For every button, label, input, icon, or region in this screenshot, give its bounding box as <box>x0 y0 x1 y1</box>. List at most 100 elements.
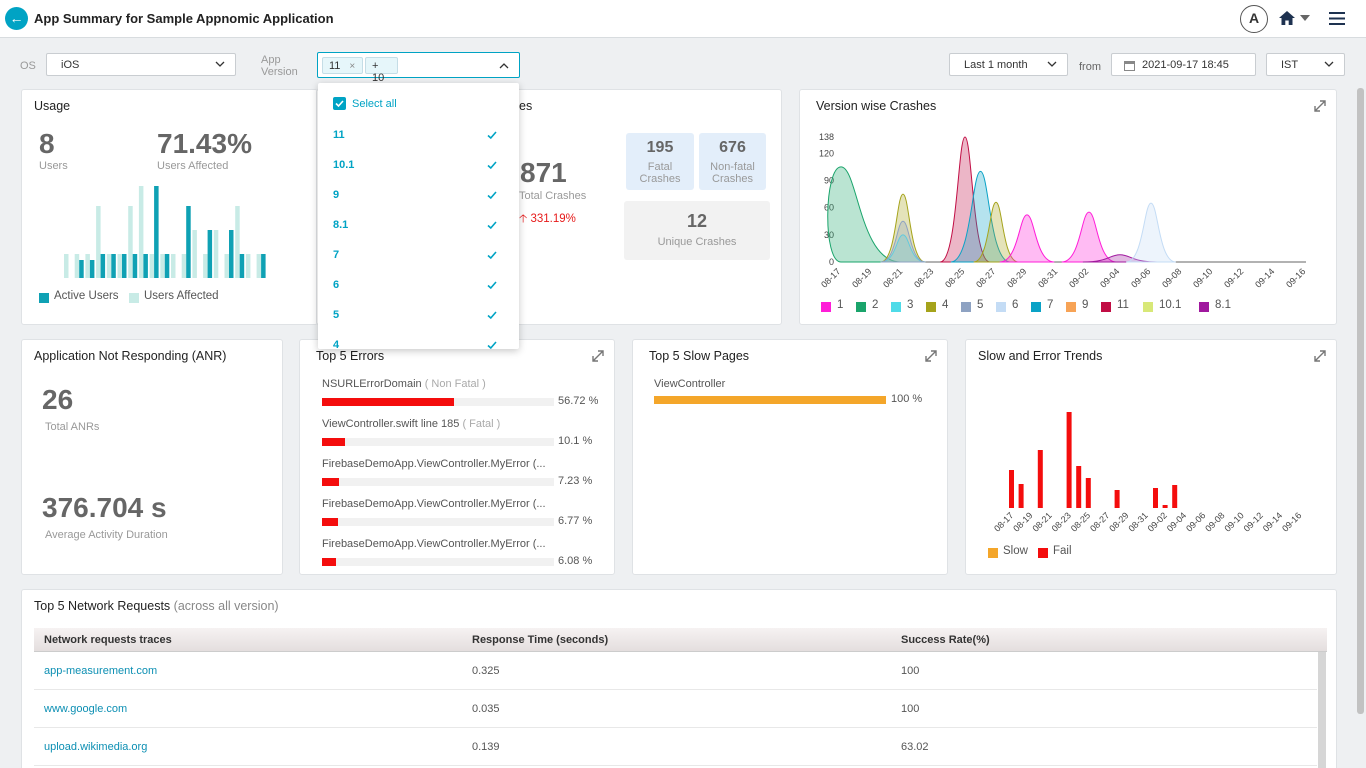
chevron-down-icon[interactable] <box>1300 15 1310 21</box>
version-crashes-title: Version wise Crashes <box>816 99 937 113</box>
legend-swatch[interactable] <box>1199 302 1209 312</box>
version-option[interactable]: 9 <box>318 181 519 211</box>
legend-swatch[interactable] <box>891 302 901 312</box>
trace-link[interactable]: app-measurement.com <box>44 665 158 677</box>
version-option[interactable]: 8.1 <box>318 211 519 241</box>
chevron-down-icon <box>1047 61 1057 67</box>
error-pct: 10.1 % <box>558 435 593 447</box>
legend-label[interactable]: 8.1 <box>1215 299 1231 311</box>
version-option[interactable]: 4 <box>318 331 519 349</box>
expand-icon[interactable] <box>592 350 604 362</box>
trace-link[interactable]: upload.wikimedia.org <box>44 741 148 753</box>
expand-icon[interactable] <box>1314 350 1326 362</box>
legend-label[interactable]: 5 <box>977 299 984 311</box>
legend-swatch[interactable] <box>961 302 971 312</box>
slow-page-name[interactable]: ViewController <box>654 378 726 390</box>
fatal-count: 195 <box>646 139 674 156</box>
expand-icon[interactable] <box>1314 100 1326 112</box>
series-area-4 <box>880 193 926 263</box>
bar-affected <box>117 254 122 278</box>
check-icon <box>487 161 497 170</box>
error-item[interactable]: FirebaseDemoApp.ViewController.MyError (… <box>322 498 612 527</box>
bar-affected <box>74 254 80 278</box>
crashes-title: es <box>519 99 533 113</box>
legend-label[interactable]: 6 <box>1012 299 1019 311</box>
legend-affected-swatch <box>129 293 139 303</box>
bar-active <box>79 260 84 278</box>
x-tick-label: 08-31 <box>1036 266 1059 289</box>
app-version-select[interactable]: 11 × + 10 <box>317 52 520 84</box>
calendar-icon <box>1124 61 1135 71</box>
legend-swatch[interactable] <box>1031 302 1041 312</box>
timezone-select[interactable]: IST <box>1266 53 1345 76</box>
y-tick-label: 0 <box>829 257 834 267</box>
legend-swatch[interactable] <box>856 302 866 312</box>
users-label: Users <box>39 160 68 172</box>
check-icon <box>335 100 344 108</box>
bar-active <box>132 254 138 278</box>
error-bar <box>322 438 346 446</box>
legend-swatch[interactable] <box>821 302 831 312</box>
col-response-time[interactable]: Response Time (seconds) <box>472 634 609 646</box>
legend-label[interactable]: 10.1 <box>1159 299 1182 311</box>
legend-swatch[interactable] <box>1143 302 1153 312</box>
x-tick-label: 09-10 <box>1191 266 1214 289</box>
x-tick-label: 09-06 <box>1184 510 1207 533</box>
legend-swatch[interactable] <box>996 302 1006 312</box>
bar-active <box>261 254 266 278</box>
x-tick-label: 08-17 <box>992 510 1015 533</box>
select-all-label[interactable]: Select all <box>352 98 397 110</box>
version-option[interactable]: 6 <box>318 271 519 301</box>
success-rate: 100 <box>901 665 920 677</box>
version-option[interactable]: 11 <box>318 121 519 151</box>
version-chip[interactable]: 11 × <box>322 57 363 74</box>
error-item[interactable]: FirebaseDemoApp.ViewController.MyError (… <box>322 458 612 487</box>
time-range-select[interactable]: Last 1 month <box>949 53 1068 76</box>
error-item[interactable]: ViewController.swift line 185 ( Fatal ) 1… <box>322 418 612 447</box>
error-item[interactable]: NSURLErrorDomain ( Non Fatal ) 56.72 % <box>322 378 612 407</box>
response-time: 0.035 <box>472 703 500 715</box>
back-button[interactable]: ← <box>5 7 28 30</box>
os-value: iOS <box>61 59 80 71</box>
version-option[interactable]: 10.1 <box>318 151 519 181</box>
user-avatar[interactable]: A <box>1240 5 1268 33</box>
users-count: 8 <box>39 128 55 159</box>
trace-link[interactable]: www.google.com <box>44 703 128 715</box>
legend-label[interactable]: 3 <box>907 299 914 311</box>
hamburger-icon[interactable] <box>1329 12 1345 25</box>
col-trace[interactable]: Network requests traces <box>44 634 172 646</box>
bar-active <box>164 254 170 278</box>
chip-close-icon[interactable]: × <box>349 61 356 72</box>
legend-label[interactable]: 9 <box>1082 299 1089 311</box>
legend-label[interactable]: 7 <box>1047 299 1054 311</box>
version-option[interactable]: 7 <box>318 241 519 271</box>
os-select[interactable]: iOS <box>46 53 236 76</box>
legend-swatch[interactable] <box>926 302 936 312</box>
legend-label[interactable]: 11 <box>1117 299 1129 311</box>
legend-swatch[interactable] <box>1101 302 1111 312</box>
x-tick-label: 09-04 <box>1098 266 1121 289</box>
bar-active <box>111 254 116 278</box>
error-item[interactable]: FirebaseDemoApp.ViewController.MyError (… <box>322 538 612 567</box>
legend-label[interactable]: 4 <box>942 299 949 311</box>
check-icon <box>487 221 497 230</box>
col-success-rate[interactable]: Success Rate(%) <box>901 634 990 646</box>
select-all-checkbox[interactable] <box>333 97 346 110</box>
bar-affected <box>171 254 176 278</box>
expand-icon[interactable] <box>925 350 937 362</box>
more-versions-chip[interactable]: + 10 <box>365 57 398 84</box>
x-tick-label: 08-29 <box>1005 266 1028 289</box>
bar-affected <box>192 230 197 278</box>
legend-label[interactable]: 2 <box>872 299 879 311</box>
legend-swatch[interactable] <box>1066 302 1076 312</box>
date-picker[interactable]: 2021-09-17 18:45 <box>1111 53 1256 76</box>
chevron-down-icon <box>1324 61 1334 67</box>
home-icon[interactable] <box>1279 11 1295 25</box>
page-scrollbar[interactable] <box>1357 88 1364 714</box>
version-option[interactable]: 5 <box>318 301 519 331</box>
x-tick-label: 09-02 <box>1067 266 1090 289</box>
legend-label[interactable]: 1 <box>837 299 844 311</box>
avg-activity-duration: 376.704 s <box>42 492 167 523</box>
version-option-label: 5 <box>333 309 340 321</box>
table-scrollbar[interactable] <box>1318 652 1326 768</box>
